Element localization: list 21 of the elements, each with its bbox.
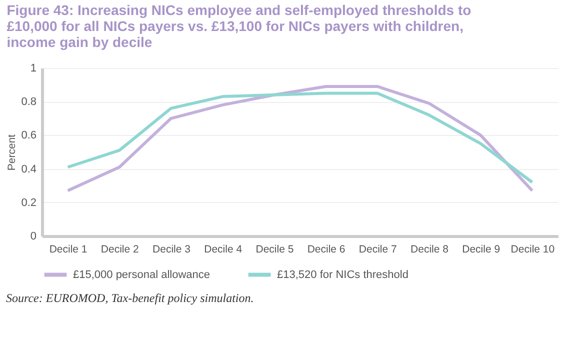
x-tick-label: Decile 4 — [204, 244, 242, 256]
x-tick-label: Decile 8 — [410, 244, 449, 256]
source-note: Source: EUROMOD, Tax-benefit policy simulation. — [5, 290, 255, 306]
legend-label: £15,000 personal allowance — [73, 268, 210, 281]
y-tick-label: 0.4 — [21, 163, 36, 176]
x-tick-label: Decile 7 — [358, 244, 398, 256]
y-tick-label: 0.8 — [21, 96, 36, 108]
y-tick-label: 0.6 — [21, 130, 36, 142]
x-tick-label: Decile 10 — [510, 244, 555, 256]
chart-title: Figure 43: Increasing NICs employee and self-employed thresholds to £10,000 for all NICs payers vs. £13,100 for NICs payers with children, income gain by decile — [6, 2, 472, 50]
x-tick-label: Decile 6 — [307, 244, 346, 256]
x-tick-label: Decile 3 — [152, 244, 191, 256]
y-tick-label: 0.2 — [21, 196, 36, 209]
y-axis-title: Percent — [6, 134, 18, 171]
x-tick-label: Decile 2 — [100, 244, 140, 256]
x-tick-label: Decile 9 — [462, 244, 500, 256]
y-tick-label: 1 — [30, 62, 36, 74]
y-tick-label: 0 — [30, 230, 36, 242]
legend-label: £13,520 for NICs threshold — [277, 268, 408, 281]
x-tick-label: Decile 1 — [49, 244, 88, 256]
x-tick-label: Decile 5 — [256, 244, 294, 256]
